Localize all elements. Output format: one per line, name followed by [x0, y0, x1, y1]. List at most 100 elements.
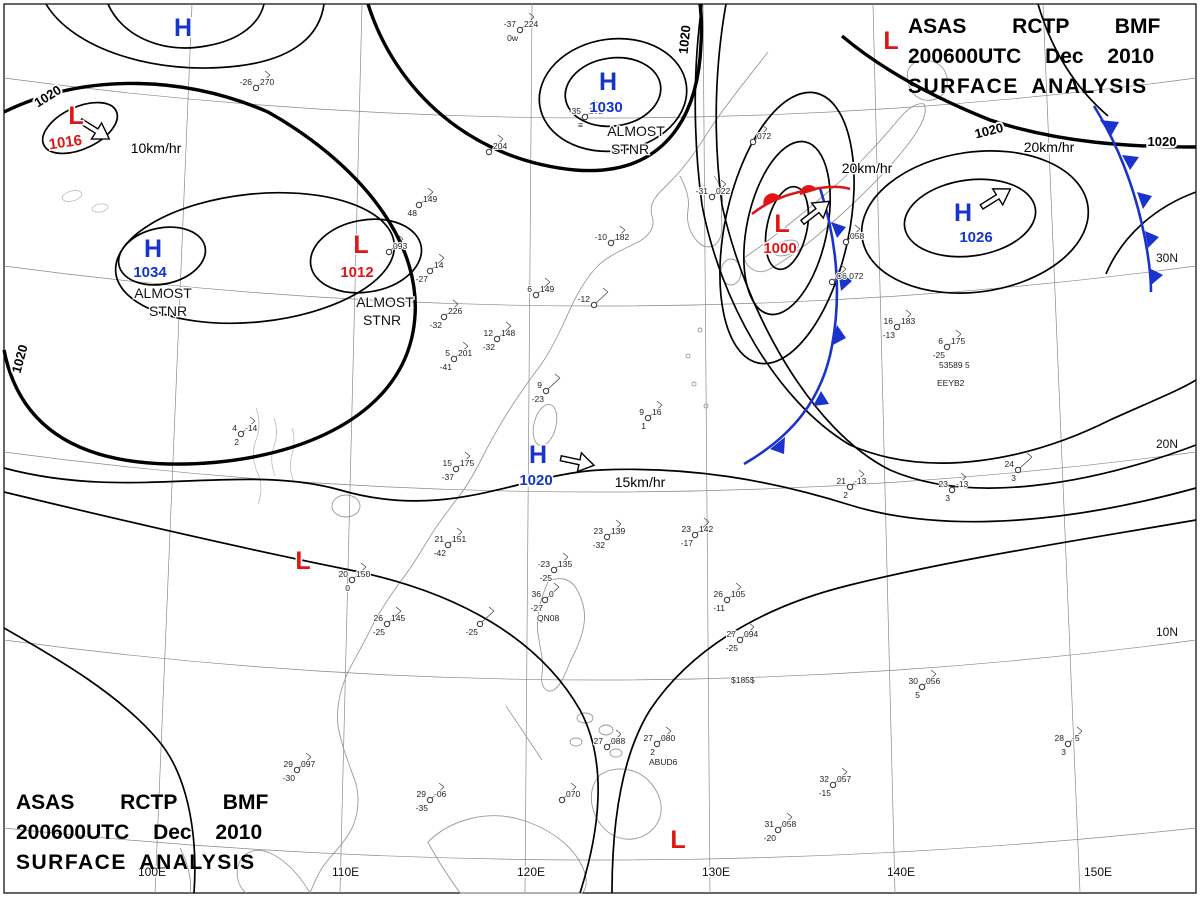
pressure-value: 1016: [48, 132, 83, 153]
wind-barb-icon: [658, 726, 672, 743]
station-code: EEYB2: [937, 378, 965, 388]
isobar: [107, 3, 265, 49]
station-temp: 27: [594, 736, 604, 746]
cold-front-triangle-icon: [838, 270, 852, 291]
graticule-meridian: [872, 3, 896, 894]
station-pressure: 097: [301, 759, 315, 769]
station-dewpoint: -20: [764, 833, 777, 843]
cold-front-triangle-icon: [1137, 192, 1152, 209]
movement-label: STNR: [611, 141, 649, 157]
station-circle-icon: [426, 267, 434, 275]
pressure-value: 1012: [340, 264, 373, 281]
wind-barb-icon: [754, 124, 768, 141]
isobar: [694, 3, 1197, 464]
coastline-ryukyu-island: [703, 403, 709, 409]
coastline-ryukyu-island: [691, 381, 697, 387]
low-center-letter: L: [774, 210, 789, 238]
isobar: [611, 519, 1197, 894]
isobar: [715, 3, 1197, 489]
station-dewpoint: ≡: [578, 120, 583, 130]
wind-barb-icon: [547, 373, 561, 390]
latitude-label: 10N: [1156, 625, 1178, 639]
station-pressure: 201: [458, 348, 472, 358]
station-temp: -23: [538, 559, 551, 569]
station-pressure: 094: [744, 629, 758, 639]
low-center-letter: L: [883, 27, 898, 55]
cold-front-triangle-icon: [1149, 268, 1163, 285]
station-temp: 31: [765, 819, 775, 829]
station-temp: 5: [445, 348, 450, 358]
station-temp: 36: [532, 589, 542, 599]
coastline-taiwan: [532, 404, 558, 446]
cold-front-triangle-icon: [1100, 120, 1119, 136]
wind-barb-icon: [713, 179, 727, 196]
station-circle-icon: [708, 193, 716, 201]
station-temp: 26: [714, 589, 724, 599]
isobar-high-1030-outer: [538, 37, 688, 153]
graticule-parallel: [3, 77, 1197, 119]
station-circle-icon: [293, 766, 301, 774]
station-dewpoint: 5: [915, 690, 920, 700]
station-pressure: 072: [757, 131, 771, 141]
graticule-meridian: [1042, 3, 1081, 894]
terrain-marks: [91, 203, 109, 213]
terrain-marks: [290, 427, 295, 483]
graticule: [3, 3, 1197, 894]
movement-label: STNR: [149, 303, 187, 319]
wind-barb-icon: [696, 517, 710, 534]
wind-barb-icon: [298, 752, 312, 769]
station-dewpoint: -15: [819, 788, 832, 798]
coastline-shikoku: [773, 239, 799, 257]
coastlines: [61, 51, 948, 894]
station-pressure: 14: [434, 260, 444, 270]
station-temp: 6: [527, 284, 532, 294]
isobar-low-1000-inner: [764, 185, 810, 271]
station-circle-icon: [444, 541, 452, 549]
pressure-value: 1026: [959, 229, 992, 246]
station-dewpoint: 3: [1061, 747, 1066, 757]
cold-front-triangle-icon: [1145, 231, 1159, 248]
station-pressure: 145: [391, 613, 405, 623]
graticule-parallel: [3, 827, 1197, 861]
graticule-meridian: [339, 3, 363, 894]
isobar-label: 1020: [676, 24, 694, 54]
station-dewpoint: 2: [650, 747, 655, 757]
wind-speed-label: 20km/hr: [842, 160, 893, 176]
coastline-hainan: [331, 494, 361, 518]
station-circle-icon: [383, 620, 391, 628]
isobar-label: 1020: [31, 82, 63, 110]
station-temp: 28: [1055, 733, 1065, 743]
wind-speed-label: 10km/hr: [131, 140, 182, 156]
coastline-visayas: [609, 748, 623, 758]
station-dewpoint: 1: [641, 421, 646, 431]
coastline-luzon: [537, 578, 585, 692]
station-pressure: 149: [423, 194, 437, 204]
coastline-honshu: [743, 103, 926, 273]
station-pressure: 105: [731, 589, 745, 599]
wind-barb-icon: [948, 329, 962, 346]
chart-type: SURFACE ANALYSIS: [908, 75, 1148, 98]
wind-barb-icon: [388, 606, 402, 623]
pressure-value: 1000: [763, 240, 796, 257]
isobar-high-1026-outer: [860, 150, 1090, 294]
map-labels: HL1016H1034ALMOSTSTNRL1012ALMOSTSTNRH103…: [7, 13, 1180, 881]
coastline-visayas: [598, 724, 614, 736]
wind-barb-icon: [420, 187, 434, 204]
station-circle-icon: [532, 291, 540, 299]
coastline-palawan: [505, 705, 543, 761]
station-circle-icon: [749, 138, 757, 146]
station-temp: 16: [884, 316, 894, 326]
station-temp: 23: [594, 526, 604, 536]
station-circle-icon: [590, 301, 598, 309]
station-code: 53589 5: [939, 360, 970, 370]
station-circle-icon: [516, 26, 524, 34]
graticule-parallel: [3, 639, 1197, 681]
station-pressure: -14: [245, 423, 258, 433]
station-circle-icon: [252, 84, 260, 92]
station-temp: 29: [417, 789, 427, 799]
coastline-gulf-of-thailand: [236, 850, 311, 894]
wind-barb-icon: [431, 782, 445, 799]
low-center-letter: L: [295, 547, 310, 575]
